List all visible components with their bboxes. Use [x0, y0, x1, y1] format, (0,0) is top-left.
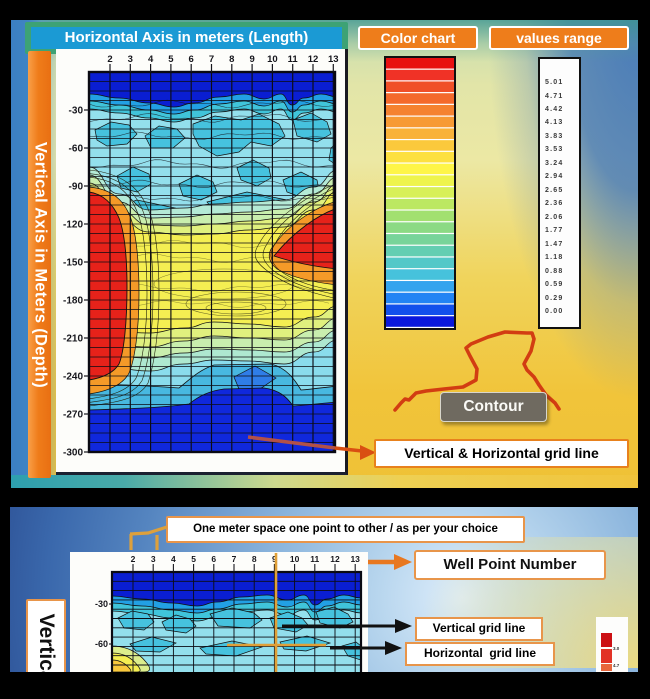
- svg-text:9: 9: [272, 554, 277, 564]
- svg-text:-210: -210: [63, 334, 83, 345]
- svg-text:-120: -120: [63, 220, 83, 231]
- svg-text:4.7: 4.7: [613, 663, 620, 668]
- svg-text:-300: -300: [63, 448, 83, 459]
- svg-text:3: 3: [128, 54, 133, 65]
- svg-text:13: 13: [328, 54, 339, 65]
- svg-text:9: 9: [249, 54, 254, 65]
- svg-text:-60: -60: [95, 639, 108, 649]
- svg-text:7: 7: [232, 554, 237, 564]
- svg-text:8: 8: [252, 554, 257, 564]
- svg-text:6: 6: [189, 54, 194, 65]
- svg-text:-150: -150: [63, 258, 83, 269]
- svg-text:11: 11: [310, 554, 319, 564]
- svg-text:4: 4: [148, 54, 154, 65]
- svg-text:-270: -270: [63, 410, 83, 421]
- svg-text:-240: -240: [63, 372, 83, 383]
- svg-text:2: 2: [107, 54, 112, 65]
- svg-text:5: 5: [191, 554, 196, 564]
- svg-text:-30: -30: [69, 106, 84, 117]
- svg-text:6: 6: [211, 554, 216, 564]
- svg-text:3.0: 3.0: [613, 646, 620, 651]
- svg-text:12: 12: [308, 54, 319, 65]
- svg-text:7: 7: [209, 54, 214, 65]
- svg-text:2: 2: [131, 554, 136, 564]
- svg-text:4: 4: [171, 554, 176, 564]
- svg-text:8: 8: [229, 54, 234, 65]
- svg-text:10: 10: [267, 54, 278, 65]
- svg-text:12: 12: [330, 554, 340, 564]
- svg-text:3: 3: [151, 554, 156, 564]
- svg-text:10: 10: [290, 554, 300, 564]
- svg-text:5: 5: [168, 54, 174, 65]
- svg-text:-30: -30: [95, 599, 108, 609]
- svg-text:13: 13: [350, 554, 360, 564]
- svg-text:11: 11: [288, 54, 299, 65]
- svg-text:-180: -180: [63, 296, 83, 307]
- svg-text:-60: -60: [69, 144, 84, 155]
- svg-text:-90: -90: [69, 182, 84, 193]
